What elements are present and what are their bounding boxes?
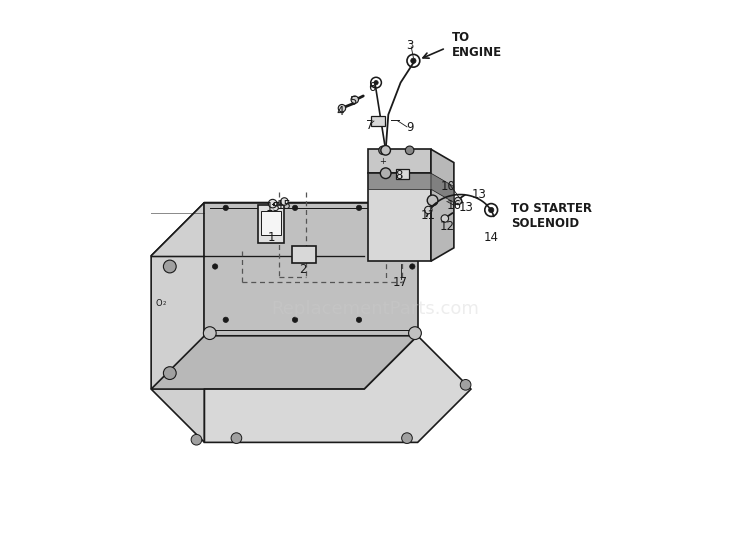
FancyBboxPatch shape <box>292 246 316 263</box>
Text: TO STARTER
SOLENOID: TO STARTER SOLENOID <box>511 202 592 230</box>
Text: 9: 9 <box>406 122 413 134</box>
Polygon shape <box>205 203 418 336</box>
Text: 15: 15 <box>277 199 292 212</box>
Circle shape <box>223 317 229 322</box>
Text: TO
ENGINE: TO ENGINE <box>452 31 503 59</box>
Circle shape <box>356 205 362 211</box>
Polygon shape <box>368 173 431 261</box>
Circle shape <box>231 433 242 443</box>
Circle shape <box>223 205 229 211</box>
Circle shape <box>356 317 362 322</box>
Polygon shape <box>431 149 454 261</box>
Circle shape <box>164 260 176 273</box>
Circle shape <box>380 168 391 179</box>
Circle shape <box>411 58 416 63</box>
Text: 16: 16 <box>446 199 461 212</box>
Circle shape <box>351 96 358 103</box>
Circle shape <box>374 80 378 85</box>
Circle shape <box>424 206 432 214</box>
Circle shape <box>406 146 414 155</box>
Polygon shape <box>368 149 431 173</box>
Text: 8: 8 <box>395 169 403 182</box>
Polygon shape <box>152 336 418 389</box>
Circle shape <box>164 367 176 379</box>
FancyBboxPatch shape <box>258 205 284 243</box>
Text: 13: 13 <box>458 201 473 214</box>
Polygon shape <box>368 173 431 189</box>
Circle shape <box>488 207 494 213</box>
Text: 13: 13 <box>472 188 486 201</box>
Circle shape <box>427 195 438 206</box>
Text: 3: 3 <box>406 39 413 52</box>
Circle shape <box>292 205 298 211</box>
Circle shape <box>379 146 387 155</box>
Circle shape <box>381 146 391 155</box>
Circle shape <box>292 317 298 322</box>
Circle shape <box>410 264 415 269</box>
Circle shape <box>268 199 277 208</box>
Circle shape <box>409 327 422 340</box>
Polygon shape <box>152 203 418 256</box>
Polygon shape <box>152 203 205 442</box>
Text: 12: 12 <box>440 220 454 233</box>
Circle shape <box>203 327 216 340</box>
Text: 6: 6 <box>368 82 376 94</box>
Circle shape <box>460 379 471 390</box>
Polygon shape <box>205 336 471 442</box>
FancyBboxPatch shape <box>396 169 409 179</box>
Text: 5: 5 <box>349 95 356 108</box>
Circle shape <box>338 104 346 112</box>
Text: O: O <box>156 300 163 308</box>
Text: 1: 1 <box>267 231 274 244</box>
Text: +: + <box>380 157 386 166</box>
Text: 14: 14 <box>484 231 499 244</box>
Circle shape <box>280 198 288 205</box>
Text: 2: 2 <box>163 301 166 306</box>
Text: 11: 11 <box>421 209 436 222</box>
Text: 10: 10 <box>441 180 456 193</box>
Text: 4: 4 <box>337 106 344 118</box>
Circle shape <box>212 264 217 269</box>
Text: ReplacementParts.com: ReplacementParts.com <box>271 300 479 318</box>
Circle shape <box>402 433 412 443</box>
Circle shape <box>441 215 448 222</box>
FancyBboxPatch shape <box>370 116 385 126</box>
Text: 7: 7 <box>366 119 374 132</box>
Text: 15: 15 <box>266 201 280 214</box>
FancyBboxPatch shape <box>262 211 280 235</box>
Circle shape <box>191 434 202 445</box>
Text: 17: 17 <box>393 276 408 289</box>
Text: 2: 2 <box>299 263 307 276</box>
Polygon shape <box>431 173 454 203</box>
Circle shape <box>454 197 462 205</box>
